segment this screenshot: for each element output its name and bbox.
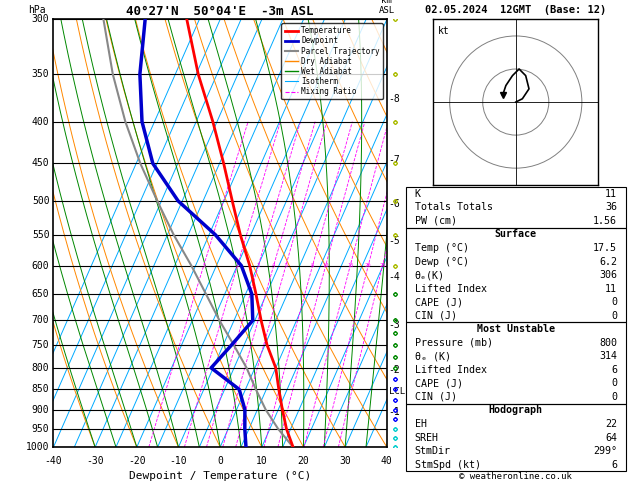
- Text: 950: 950: [32, 424, 50, 434]
- Text: Hodograph: Hodograph: [489, 405, 543, 416]
- Text: 11: 11: [605, 189, 617, 199]
- Text: -5: -5: [389, 236, 400, 246]
- Text: 64: 64: [605, 433, 617, 443]
- Text: 400: 400: [32, 117, 50, 127]
- Text: 900: 900: [32, 405, 50, 415]
- Text: θₑ(K): θₑ(K): [415, 270, 445, 280]
- Text: Most Unstable: Most Unstable: [477, 324, 555, 334]
- Text: -6: -6: [389, 199, 400, 209]
- Text: 850: 850: [32, 384, 50, 395]
- Text: -10: -10: [170, 456, 187, 466]
- Text: -8: -8: [389, 94, 400, 104]
- Bar: [406, 187, 626, 228]
- Text: 40: 40: [381, 456, 392, 466]
- Text: 22: 22: [605, 419, 617, 429]
- Text: 1000: 1000: [26, 442, 50, 452]
- Bar: [406, 404, 626, 471]
- Text: 550: 550: [32, 230, 50, 240]
- Text: Surface: Surface: [495, 229, 537, 240]
- Text: 30: 30: [339, 456, 351, 466]
- Text: 17.5: 17.5: [593, 243, 617, 253]
- Text: 500: 500: [32, 196, 50, 206]
- Text: CIN (J): CIN (J): [415, 311, 457, 321]
- Text: Dewpoint / Temperature (°C): Dewpoint / Temperature (°C): [129, 470, 311, 481]
- Text: PW (cm): PW (cm): [415, 216, 457, 226]
- Text: 20: 20: [365, 263, 372, 268]
- Text: -3: -3: [389, 320, 400, 330]
- Text: 8: 8: [311, 263, 314, 268]
- Text: 1.56: 1.56: [593, 216, 617, 226]
- Text: 0: 0: [611, 392, 617, 402]
- Text: 15: 15: [347, 263, 353, 268]
- Text: 5: 5: [284, 263, 287, 268]
- Text: CAPE (J): CAPE (J): [415, 297, 462, 307]
- Text: -40: -40: [45, 456, 62, 466]
- Text: LCL: LCL: [389, 387, 404, 396]
- Text: StmDir: StmDir: [415, 446, 450, 456]
- Text: 2: 2: [236, 263, 239, 268]
- Text: 4: 4: [272, 263, 276, 268]
- Text: 306: 306: [599, 270, 617, 280]
- Text: K: K: [415, 189, 421, 199]
- Text: 300: 300: [32, 15, 50, 24]
- Bar: [406, 228, 626, 323]
- Text: 02.05.2024  12GMT  (Base: 12): 02.05.2024 12GMT (Base: 12): [425, 4, 606, 15]
- Text: -20: -20: [128, 456, 146, 466]
- Text: 0: 0: [611, 311, 617, 321]
- Text: θₑ (K): θₑ (K): [415, 351, 450, 362]
- Text: 0: 0: [611, 297, 617, 307]
- Text: Dewp (°C): Dewp (°C): [415, 257, 469, 267]
- Text: 25: 25: [379, 263, 386, 268]
- Text: 6: 6: [611, 365, 617, 375]
- Text: 450: 450: [32, 158, 50, 169]
- Text: -30: -30: [86, 456, 104, 466]
- Text: 1: 1: [202, 263, 205, 268]
- Text: 3: 3: [257, 263, 260, 268]
- Text: 6: 6: [611, 460, 617, 469]
- Text: 750: 750: [32, 340, 50, 350]
- Legend: Temperature, Dewpoint, Parcel Trajectory, Dry Adiabat, Wet Adiabat, Isotherm, Mi: Temperature, Dewpoint, Parcel Trajectory…: [281, 23, 383, 99]
- Text: 20: 20: [298, 456, 309, 466]
- Text: km
ASL: km ASL: [379, 0, 395, 15]
- Text: CAPE (J): CAPE (J): [415, 379, 462, 388]
- Text: © weatheronline.co.uk: © weatheronline.co.uk: [459, 472, 572, 481]
- Text: 0: 0: [611, 379, 617, 388]
- Title: 40°27'N  50°04'E  -3m ASL: 40°27'N 50°04'E -3m ASL: [126, 5, 314, 18]
- Text: 350: 350: [32, 69, 50, 79]
- Text: Temp (°C): Temp (°C): [415, 243, 469, 253]
- Text: CIN (J): CIN (J): [415, 392, 457, 402]
- Text: SREH: SREH: [415, 433, 438, 443]
- Text: hPa: hPa: [28, 5, 46, 15]
- Text: -7: -7: [389, 155, 400, 164]
- Text: 6.2: 6.2: [599, 257, 617, 267]
- Text: Mixing Ratio (g/kg): Mixing Ratio (g/kg): [411, 216, 420, 318]
- Text: -1: -1: [389, 407, 400, 417]
- Text: Totals Totals: Totals Totals: [415, 202, 493, 212]
- Text: Lifted Index: Lifted Index: [415, 365, 486, 375]
- Text: -2: -2: [389, 365, 400, 375]
- Text: EH: EH: [415, 419, 426, 429]
- Text: 11: 11: [605, 284, 617, 294]
- Text: 800: 800: [32, 363, 50, 373]
- Text: Pressure (mb): Pressure (mb): [415, 338, 493, 348]
- Text: 600: 600: [32, 260, 50, 271]
- Text: -4: -4: [389, 272, 400, 282]
- Text: 700: 700: [32, 315, 50, 326]
- Text: 10: 10: [256, 456, 268, 466]
- Bar: [406, 323, 626, 404]
- Text: StmSpd (kt): StmSpd (kt): [415, 460, 481, 469]
- Text: 36: 36: [605, 202, 617, 212]
- Text: kt: kt: [438, 26, 450, 36]
- Text: 650: 650: [32, 289, 50, 299]
- Text: Lifted Index: Lifted Index: [415, 284, 486, 294]
- Text: 800: 800: [599, 338, 617, 348]
- Text: 299°: 299°: [593, 446, 617, 456]
- Text: 10: 10: [323, 263, 329, 268]
- Text: 0: 0: [217, 456, 223, 466]
- Text: 314: 314: [599, 351, 617, 362]
